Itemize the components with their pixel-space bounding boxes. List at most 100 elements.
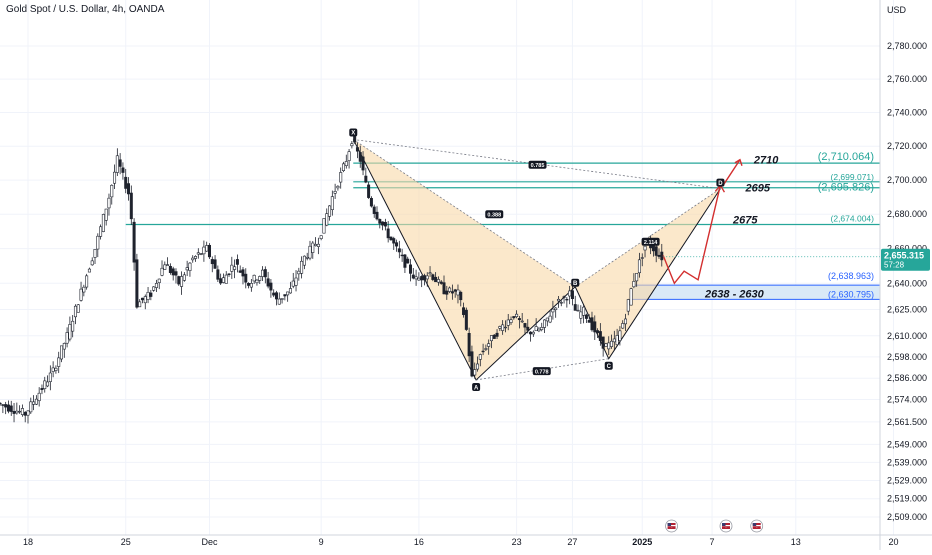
candle-body	[202, 246, 206, 255]
time-axis[interactable]: 18 25 Dec 9 16 23 27 2025 7 13 20	[23, 537, 899, 547]
current-price-box	[881, 248, 930, 271]
candle-body	[467, 333, 471, 357]
candle-body	[68, 324, 72, 340]
candle-body	[319, 235, 323, 239]
candle-body	[643, 245, 647, 251]
y-tick-label: 2,780.000	[887, 41, 927, 51]
candle-body	[450, 291, 454, 294]
candle-body	[559, 302, 563, 304]
candle-body	[584, 314, 588, 319]
candle-body	[545, 317, 549, 322]
x-tick-label: 9	[319, 537, 324, 547]
candle-body	[389, 236, 393, 241]
price-axis[interactable]: 2,780.000 2,760.000 2,740.000 2,720.000 2,70…	[887, 41, 927, 522]
currency-label[interactable]: USD	[887, 5, 907, 15]
x-tick-label: 25	[121, 537, 131, 547]
candle-body	[489, 335, 493, 342]
candle-body	[311, 242, 315, 253]
x-tick-label: 18	[23, 537, 33, 547]
candle-body	[283, 294, 287, 297]
pattern-point-badge	[716, 178, 725, 187]
candlesticks	[0, 130, 664, 424]
pattern-point-label: B	[573, 281, 578, 287]
candle-body	[464, 309, 468, 330]
candle-body	[414, 276, 418, 280]
candle-body	[601, 336, 605, 349]
candle-body	[531, 331, 535, 335]
candle-body	[244, 273, 248, 283]
us-flag-stripe-white	[752, 525, 761, 527]
candle-body	[90, 260, 94, 266]
candle-body	[101, 214, 105, 232]
candle-body	[478, 354, 482, 360]
countdown-label: 57:28	[884, 261, 905, 270]
candle-body	[305, 257, 309, 259]
candle-body	[87, 268, 91, 273]
candle-body	[9, 405, 13, 412]
gridlines	[0, 0, 895, 535]
candle-body	[18, 410, 22, 413]
candle-body	[135, 259, 139, 308]
candle-body	[252, 274, 256, 282]
y-tick-label: 2,529.000	[887, 476, 927, 486]
candle-body	[411, 274, 415, 279]
candle-body	[149, 292, 153, 297]
candle-body	[249, 283, 253, 288]
candle-body	[73, 305, 77, 318]
candle-body	[6, 404, 10, 412]
pattern-dotted-line	[353, 139, 576, 288]
candle-body	[241, 269, 245, 277]
candle-body	[626, 299, 630, 312]
pattern-point-badge	[472, 382, 481, 391]
x-tick-label: 27	[567, 537, 577, 547]
annotation-text: 2695	[745, 183, 771, 195]
candle-body	[540, 327, 544, 330]
candle-body	[129, 192, 133, 220]
candle-body	[576, 309, 580, 312]
candle-body	[196, 252, 200, 255]
candle-body	[168, 265, 172, 273]
candle-body	[277, 298, 281, 305]
candle-body	[621, 323, 625, 329]
level-label: (2,695.826)	[818, 182, 874, 194]
candle-body	[409, 264, 413, 274]
x-tick-label: 13	[791, 537, 801, 547]
candle-body	[152, 286, 156, 291]
candle-body	[556, 298, 560, 302]
candle-body	[406, 258, 410, 264]
projection-path	[662, 158, 743, 285]
candle-body	[205, 245, 209, 252]
candle-body	[520, 320, 524, 323]
candle-body	[297, 270, 301, 275]
candle-body	[127, 183, 131, 195]
candle-body	[46, 381, 50, 387]
ratio-badge	[485, 210, 504, 219]
candle-body	[216, 269, 220, 280]
candle-body	[37, 392, 41, 402]
ratio-badge	[528, 160, 547, 169]
x-tick-label: Dec	[201, 537, 218, 547]
candle-body	[534, 326, 538, 332]
candle-body	[369, 198, 373, 207]
candle-body	[434, 276, 438, 283]
support-zone: (2,638.963) (2,630.795)	[632, 271, 880, 300]
candle-body	[146, 291, 150, 300]
candle-body	[82, 286, 86, 293]
candle-body	[473, 369, 477, 376]
event-icons: US US US	[665, 519, 764, 533]
y-tick-label: 2,509.000	[887, 512, 927, 522]
candle-body	[219, 278, 223, 284]
candle-body	[623, 318, 627, 325]
candle-body	[517, 318, 521, 321]
candle-body	[154, 283, 158, 288]
candle-body	[235, 259, 239, 265]
candle-body	[26, 410, 30, 416]
candle-body	[506, 319, 510, 326]
candle-body	[143, 296, 147, 304]
candle-body	[543, 319, 547, 328]
candle-body	[0, 402, 2, 405]
candle-body	[395, 242, 399, 247]
candle-body	[565, 298, 569, 301]
